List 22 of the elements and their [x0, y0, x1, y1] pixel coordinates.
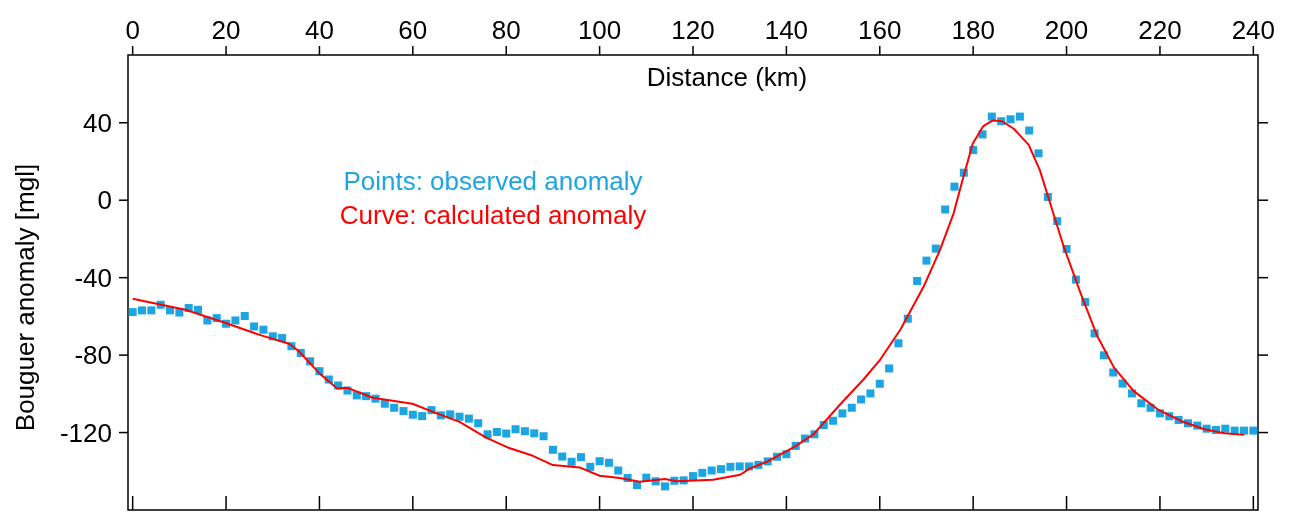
x-tick-label: 0 — [125, 15, 140, 45]
x-tick-label: 20 — [211, 15, 241, 45]
text: Curve: calculated anomaly — [339, 200, 647, 230]
y-tick-label: 40 — [83, 107, 112, 138]
x-tick-label: 240 — [1231, 15, 1276, 45]
x-tick-label: 60 — [398, 15, 428, 45]
y-tick-label: 0 — [97, 185, 112, 216]
x-tick-label: 80 — [491, 15, 521, 45]
x-axis-title: Distance (km) — [646, 62, 808, 92]
x-tick-label: 160 — [858, 15, 902, 45]
x-tick-label: 100 — [577, 15, 622, 45]
y-tick-label: -40 — [74, 262, 112, 293]
y-axis-title: Bouguer anomaly [mgl] — [10, 163, 40, 432]
text: Points: observed anomaly — [343, 166, 643, 196]
y-tick-label: -80 — [74, 340, 112, 371]
x-tick-label: 120 — [671, 15, 715, 45]
x-tick-label: 200 — [1044, 15, 1089, 45]
x-tick-label: 140 — [764, 15, 809, 45]
x-tick-label: 40 — [304, 15, 334, 45]
x-tick-label: 180 — [951, 15, 995, 45]
x-tick-label: 220 — [1138, 15, 1182, 45]
y-tick-label: -120 — [59, 417, 112, 448]
